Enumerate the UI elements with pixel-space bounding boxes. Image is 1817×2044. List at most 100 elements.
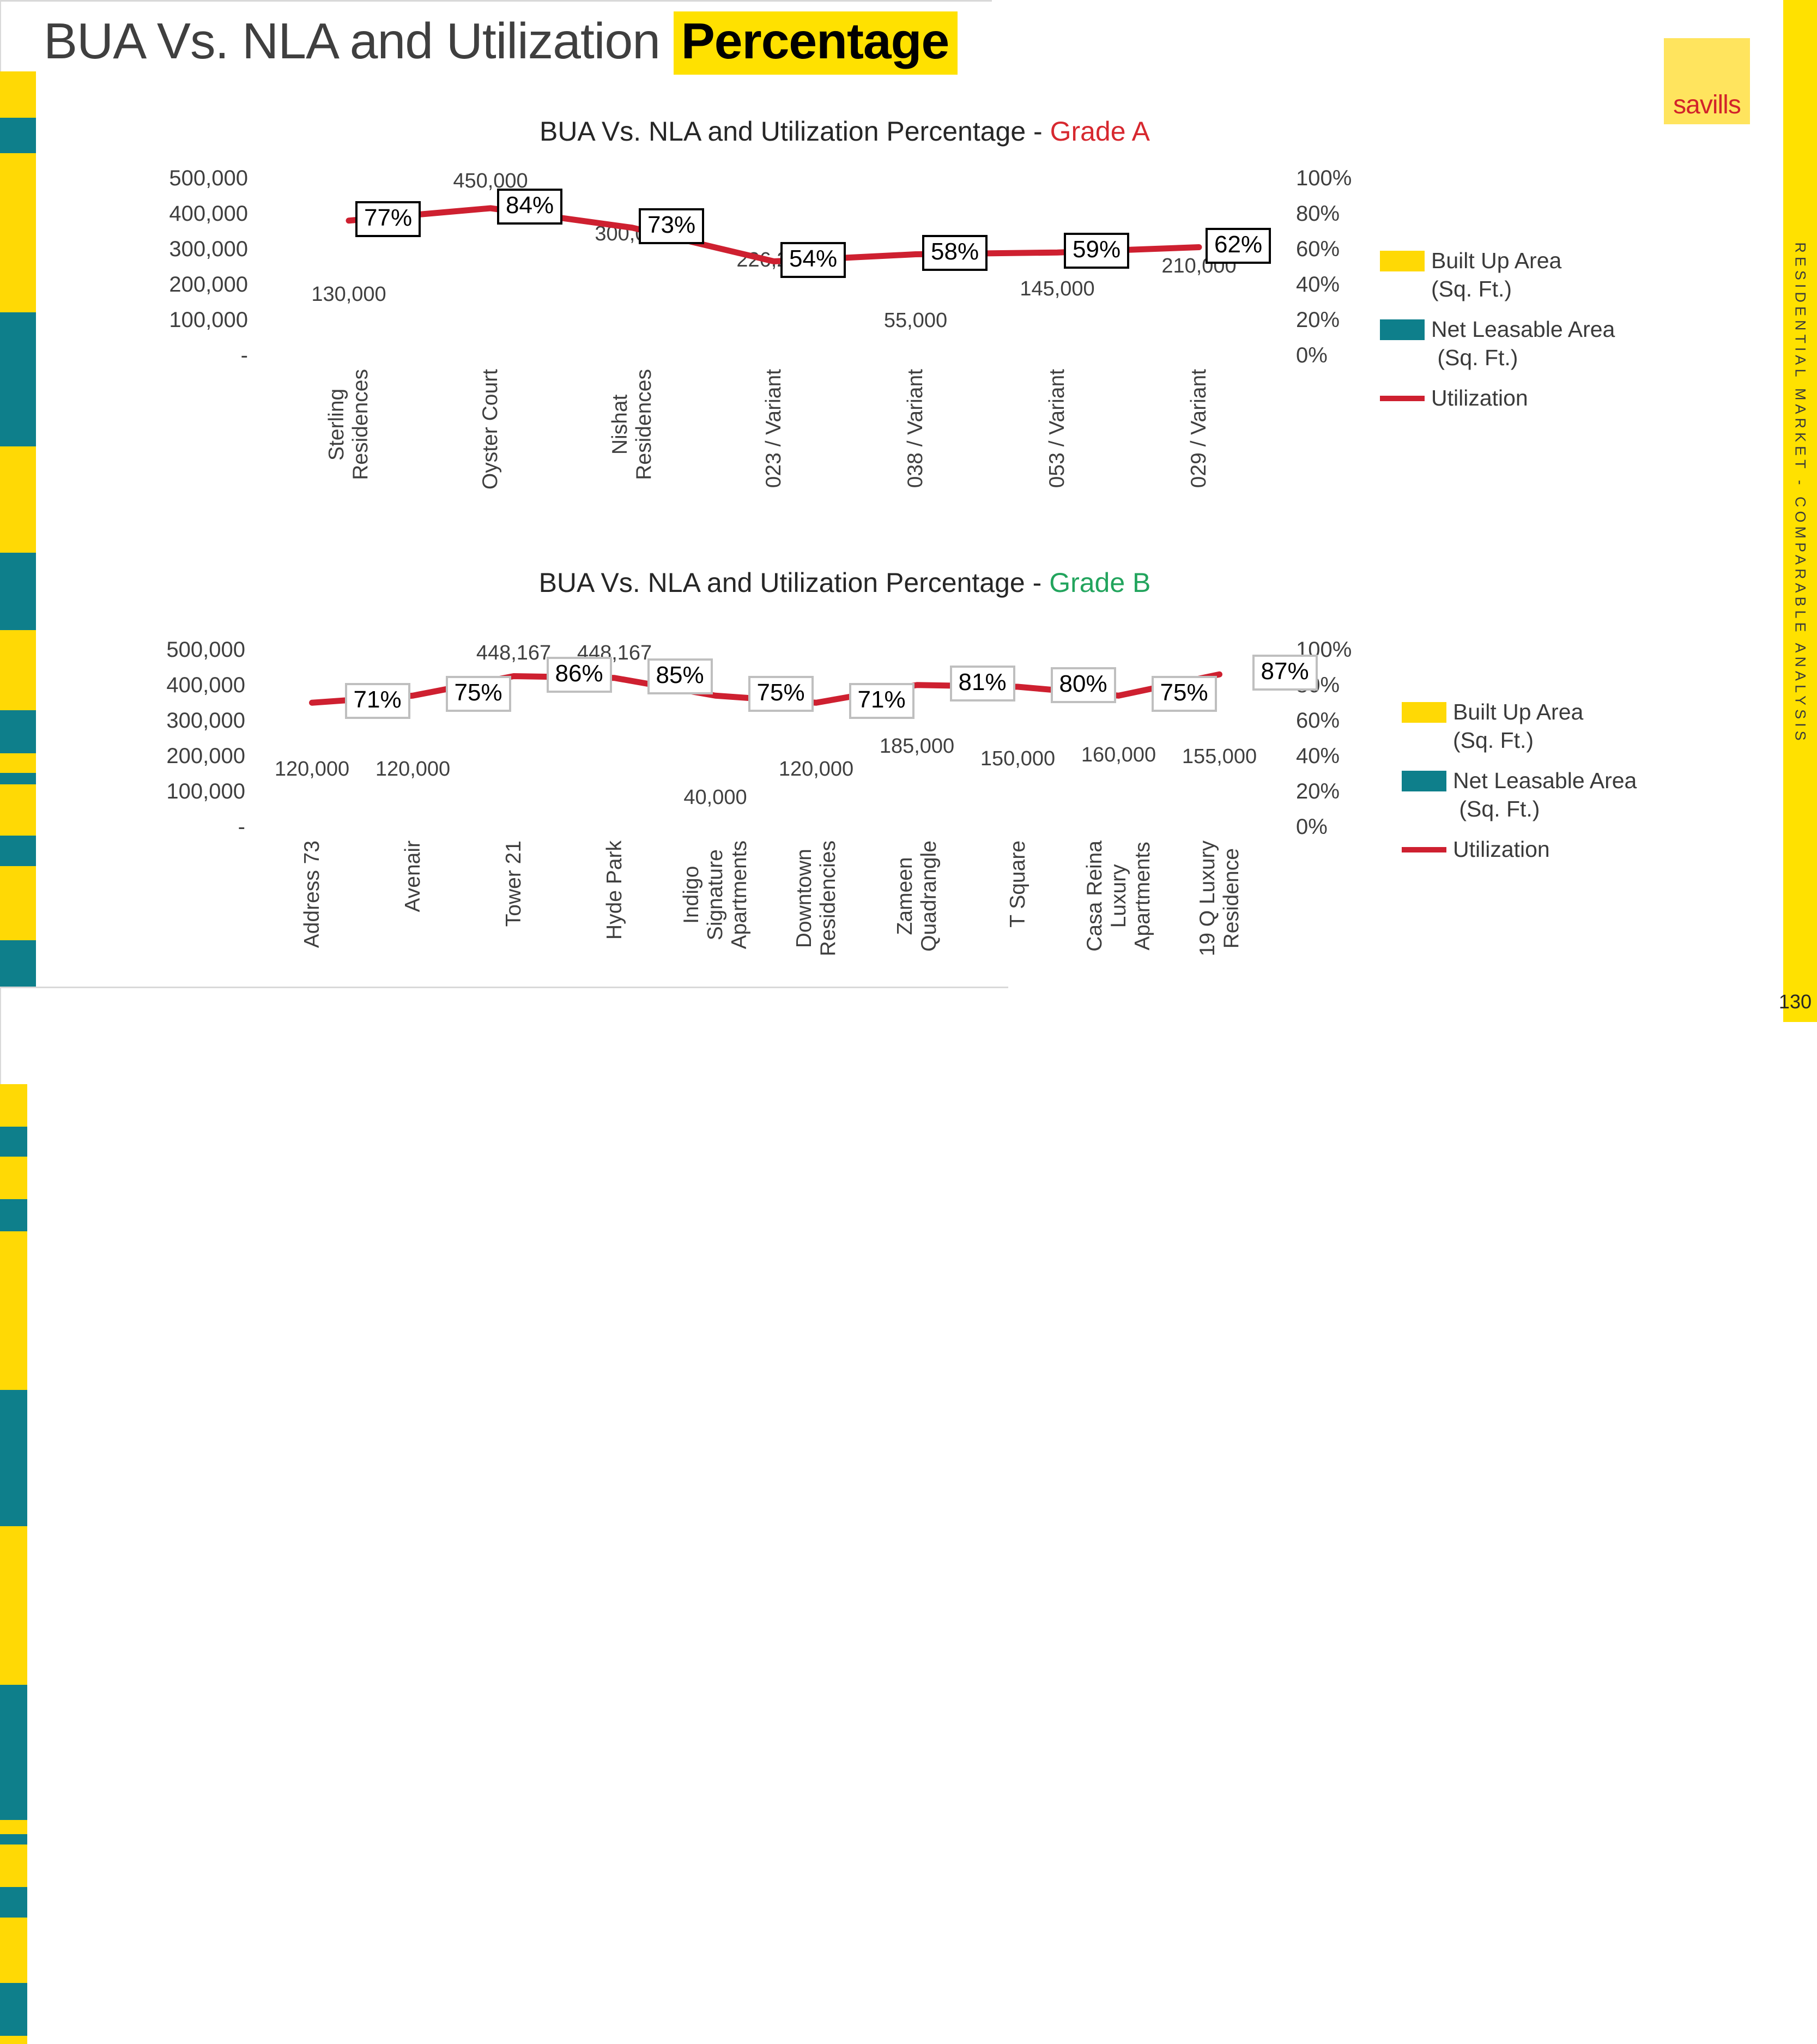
category-label: T Square — [1006, 840, 1030, 928]
category-label: Hyde Park — [603, 840, 627, 940]
utilization-label: 75% — [748, 676, 814, 712]
legend-text: Utilization — [1453, 835, 1550, 863]
x-axis-tick — [0, 988, 1, 997]
bua-bar — [0, 1819, 27, 1834]
legend-entry: Net Leasable Area (Sq. Ft.) — [1402, 766, 1637, 823]
bua-value-label: 226,263 — [736, 248, 811, 271]
legend: Built Up Area (Sq. Ft.) Net Leasable Area … — [1402, 698, 1637, 875]
x-axis-tick — [0, 63, 1, 71]
bua-bar — [0, 1084, 27, 1127]
legend-text-line: (Sq. Ft.) — [1431, 345, 1518, 370]
legend-text-line: Net Leasable Area — [1431, 317, 1615, 342]
legend-entry: Net Leasable Area (Sq. Ft.) — [1380, 315, 1615, 372]
value-axis-tick-label: - — [238, 815, 245, 839]
bua-value-label: 160,000 — [1081, 743, 1156, 766]
category-label-line: Quadrangle — [917, 840, 941, 952]
nla-bar — [0, 773, 36, 784]
x-axis-tick — [0, 19, 1, 28]
category-label-line: Signature — [703, 849, 727, 941]
x-axis-tick — [0, 2, 1, 10]
chart-title-grade: Grade A — [1050, 116, 1150, 147]
x-axis-tick — [0, 1057, 1, 1067]
x-axis-tick — [0, 1014, 1, 1023]
category-label: Address 73 — [300, 840, 324, 948]
category-label: 029 / Variant — [1187, 369, 1211, 488]
x-axis-tick — [0, 37, 1, 45]
sidebar-band: RESIDENTIAL MARKET - COMPARABLE ANALYSIS… — [1779, 0, 1817, 1022]
category-label-line: Sterling — [325, 388, 348, 461]
category-label: 038 / Variant — [904, 369, 928, 488]
nla-bar — [0, 710, 36, 754]
legend-text-line: Net Leasable Area — [1453, 768, 1637, 793]
category-label: 053 / Variant — [1045, 369, 1069, 488]
bua-bar — [0, 630, 36, 711]
bua-bar — [0, 753, 36, 773]
bua-bar — [0, 784, 36, 836]
utilization-label: 75% — [445, 676, 511, 712]
percent-axis-tick-label: 20% — [1296, 779, 1340, 803]
value-axis-tick-label: 400,000 — [166, 673, 245, 697]
nla-bar — [0, 1685, 27, 1820]
legend-swatch-nla — [1402, 771, 1446, 791]
category-label: Downtown Residencies — [792, 840, 840, 956]
chart-title-grade: Grade B — [1049, 567, 1151, 598]
nla-bar — [0, 312, 36, 446]
legend-entry: Built Up Area (Sq. Ft.) — [1380, 246, 1615, 303]
legend-text: Utilization — [1431, 384, 1528, 412]
percent-axis-tick-label: 80% — [1296, 202, 1340, 226]
chart-title-text: BUA Vs. NLA and Utilization Percentage - — [539, 116, 1050, 147]
legend-swatch-nla — [1380, 319, 1425, 340]
category-label-line: Apartments — [1130, 842, 1154, 951]
x-axis-tick — [0, 54, 1, 63]
page-title-text: BUA Vs. NLA and Utilization — [44, 13, 674, 69]
legend-text-line: (Sq. Ft.) — [1453, 728, 1534, 753]
category-label: Sterling Residences — [325, 369, 373, 480]
bua-value-label: 448,167 — [476, 641, 552, 664]
page-title-highlight: Percentage — [673, 11, 958, 75]
category-label-line: Avenair — [401, 840, 425, 912]
category-label-line: Address 73 — [300, 840, 324, 948]
category-label: Nishat Residences — [608, 369, 656, 480]
bua-bar — [0, 1157, 27, 1199]
nla-bar — [0, 940, 36, 987]
legend-entry: Utilization — [1402, 835, 1637, 863]
value-axis-tick-label: 500,000 — [166, 638, 245, 662]
bua-bar — [0, 2036, 27, 2044]
bua-bar — [0, 1917, 27, 1983]
savills-logo: savills — [1664, 38, 1750, 124]
legend-swatch-utilization-line — [1380, 396, 1425, 401]
x-axis-tick — [0, 1075, 1, 1084]
legend-text: Net Leasable Area (Sq. Ft.) — [1453, 766, 1637, 823]
legend: Built Up Area (Sq. Ft.) Net Leasable Area … — [1380, 246, 1615, 424]
category-label-line: Residences — [349, 369, 372, 480]
category-label-line: Oyster Court — [479, 369, 502, 490]
category-label: 19 Q Luxury Residence — [1196, 840, 1244, 956]
category-label-line: Residence — [1219, 848, 1243, 949]
x-axis-tick — [0, 1031, 1, 1041]
category-label-line: Nishat — [608, 394, 632, 455]
category-label-line: T Square — [1006, 840, 1029, 928]
nla-bar — [0, 836, 36, 866]
x-axis-line — [0, 0, 992, 2]
utilization-label: 73% — [639, 208, 705, 244]
category-label: Oyster Court — [479, 369, 502, 489]
x-axis-tick — [0, 1005, 1, 1014]
legend-text-line: Built Up Area — [1431, 248, 1562, 273]
chart-title: BUA Vs. NLA and Utilization Percentage -… — [327, 567, 1362, 598]
nla-bar — [0, 1199, 27, 1231]
x-axis-tick — [0, 1040, 1, 1049]
utilization-label: 71% — [849, 683, 914, 719]
category-label-line: 053 / Variant — [1045, 369, 1069, 488]
value-axis-tick-label: 300,000 — [166, 709, 245, 733]
category-label-line: 023 / Variant — [762, 369, 785, 488]
x-axis-tick — [0, 996, 1, 1006]
value-axis-tick-label: 200,000 — [169, 273, 248, 297]
percent-axis-tick-label: 40% — [1296, 273, 1340, 297]
percent-axis-tick-label: 20% — [1296, 308, 1340, 332]
sidebar-label: RESIDENTIAL MARKET - COMPARABLE ANALYSIS — [1792, 242, 1809, 745]
value-axis-tick-label: 400,000 — [169, 202, 248, 226]
legend-swatch-bua — [1402, 702, 1446, 723]
legend-text: Net Leasable Area (Sq. Ft.) — [1431, 315, 1615, 372]
savills-logo-text: savills — [1673, 90, 1741, 119]
